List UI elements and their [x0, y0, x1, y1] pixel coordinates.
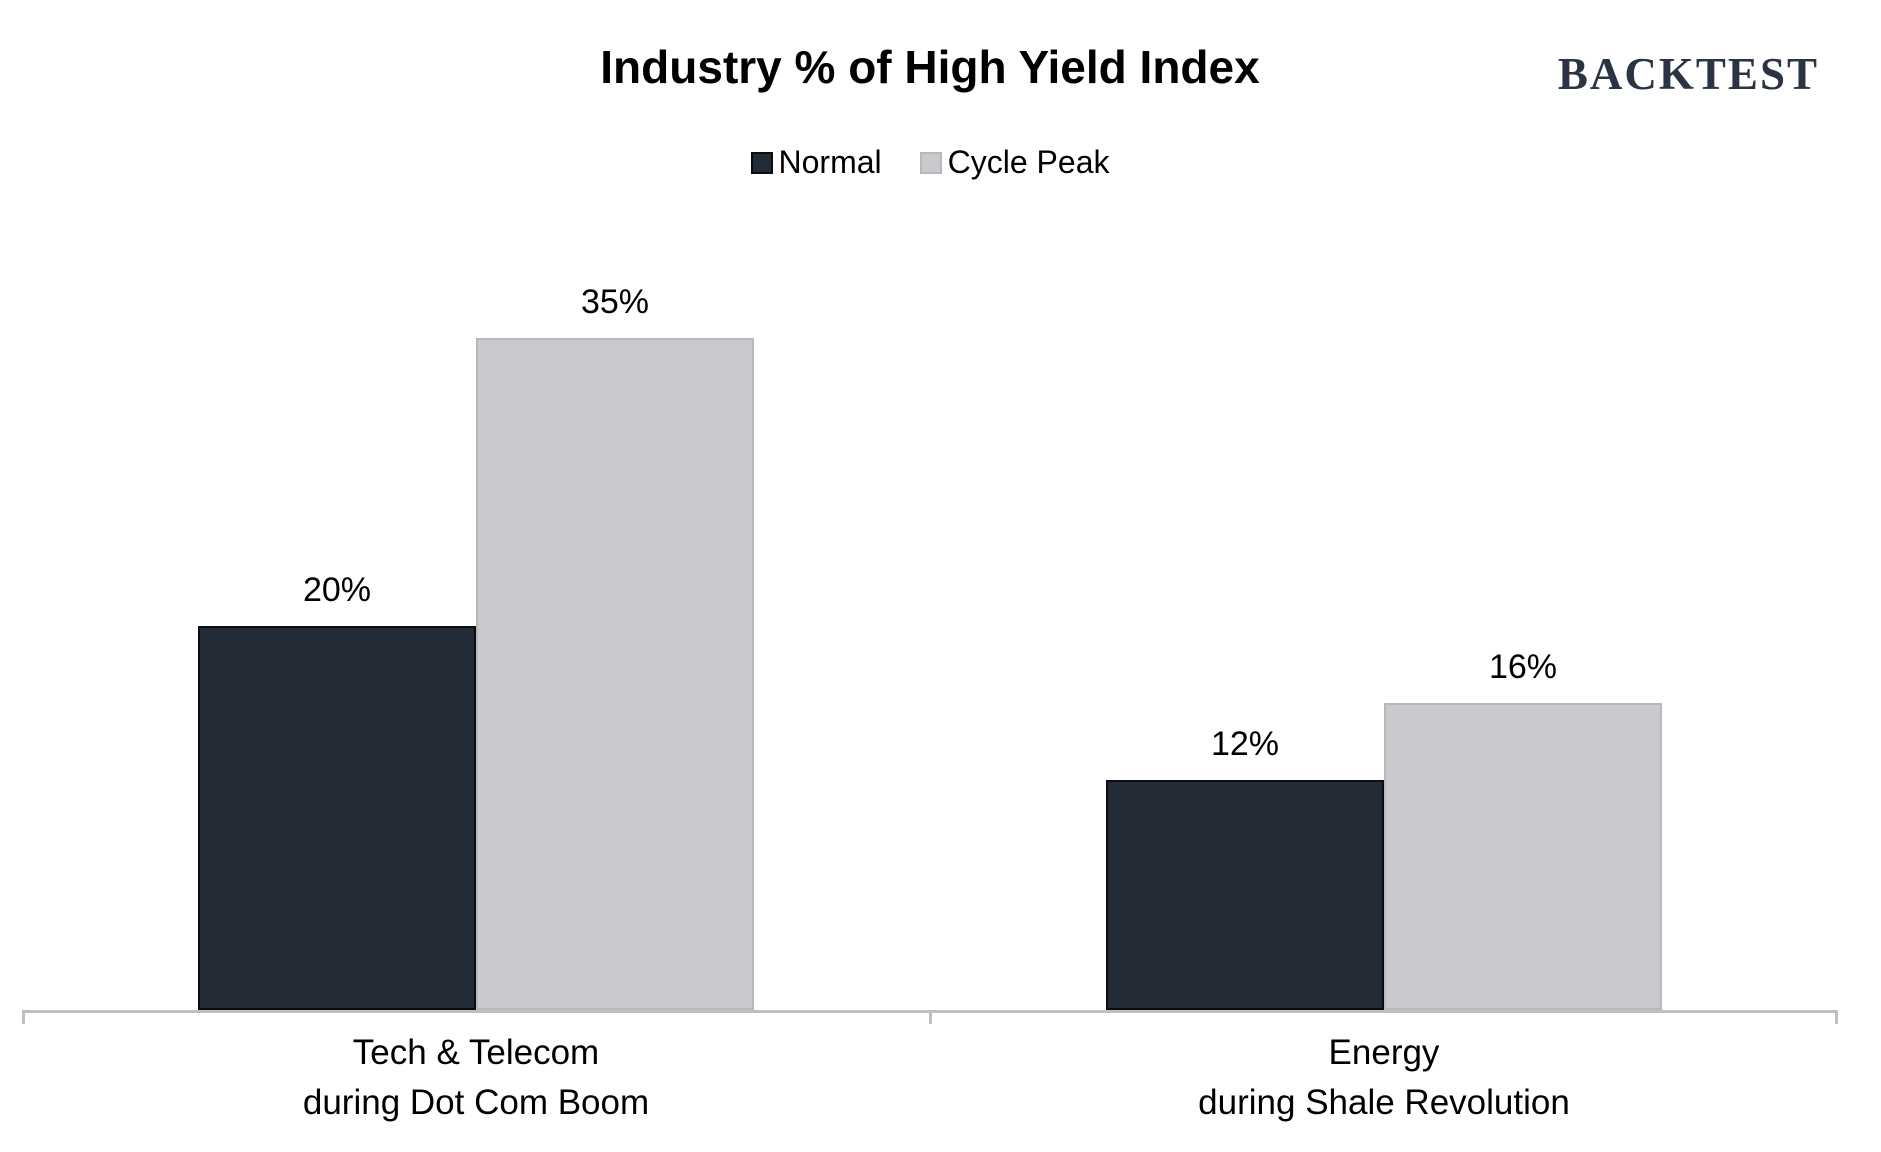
bar-normal-0 [198, 626, 476, 1010]
category-label-1: Energy during Shale Revolution [1198, 1033, 1570, 1122]
legend-item-cycle-peak: Cycle Peak [919, 144, 1110, 181]
value-label-cycle-peak-0: 35% [580, 283, 650, 321]
value-label-normal-0: 20% [302, 571, 372, 609]
bar-cycle-peak-0 [476, 338, 754, 1010]
legend-item-normal: Normal [750, 144, 882, 181]
legend: Normal Cycle Peak [0, 144, 1860, 181]
chart-title: Industry % of High Yield Index [600, 41, 1260, 93]
bar-cycle-peak-1 [1384, 703, 1662, 1010]
brand-logo: BACKTEST [1557, 49, 1819, 99]
value-label-normal-1: 12% [1210, 725, 1280, 763]
x-axis-tick-left [22, 1010, 25, 1024]
legend-label-cycle-peak: Cycle Peak [947, 144, 1110, 180]
x-axis-tick-middle [929, 1010, 932, 1024]
legend-swatch-normal-icon [750, 151, 773, 174]
category-label-0: Tech & Telecom during Dot Com Boom [302, 1033, 650, 1122]
value-label-cycle-peak-1: 16% [1488, 648, 1558, 686]
x-axis-tick-right [1835, 1010, 1838, 1024]
legend-swatch-cycle-peak-icon [919, 151, 942, 174]
bar-normal-1 [1106, 780, 1384, 1010]
legend-label-normal: Normal [778, 144, 882, 180]
